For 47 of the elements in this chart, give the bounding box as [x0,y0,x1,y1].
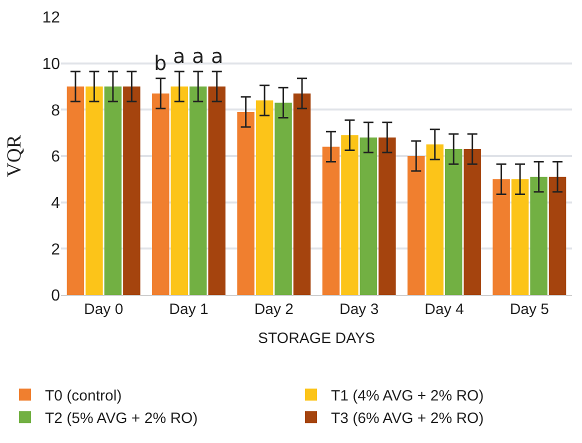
bar [170,86,188,295]
bar [256,100,274,295]
bar [445,149,462,295]
bar [86,86,103,295]
bar [237,112,254,295]
bar [190,86,207,295]
x-tick-label: Day 4 [424,301,464,318]
x-tick-label: Day 1 [169,301,208,318]
y-tick-label: 0 [51,288,60,305]
bar [341,135,358,295]
y-tick-label: 12 [42,10,60,27]
y-axis-title: VQR [4,134,26,178]
bar [152,93,170,295]
bar [511,179,529,295]
bar [426,144,444,295]
x-tick-label: Day 0 [84,301,124,318]
bar [408,156,425,295]
bar [123,86,140,295]
legend-label: T1 (4% AVG + 2% RO) [331,388,484,404]
y-tick-label: 6 [51,148,60,166]
x-tick-label: Day 5 [510,301,550,318]
data-label: a [211,44,224,68]
bar [208,86,226,295]
legend-label: T2 (5% AVG + 2% RO) [45,410,198,427]
data-label: b [154,51,167,75]
legend-label: T3 (6% AVG + 2% RO) [331,410,484,427]
bar [293,93,311,295]
bar [322,146,340,295]
legend-label: T0 (control) [45,388,122,404]
bar [548,176,566,295]
y-tick-label: 2 [51,241,60,258]
x-tick-label: Day 2 [254,301,294,318]
bar [530,176,548,295]
bar [360,137,378,295]
bar [274,102,292,295]
bar [66,86,84,295]
bar [492,179,510,295]
y-tick-label: 10 [42,56,60,73]
bar [104,86,122,295]
data-label: a [192,44,204,68]
data-label: a [173,44,186,68]
x-tick-label: Day 3 [339,301,379,318]
y-tick-label: 4 [51,194,60,212]
bar [464,149,481,295]
bar [378,137,396,295]
x-axis-title: STORAGE DAYS [258,330,375,347]
y-tick-label: 8 [51,102,60,120]
